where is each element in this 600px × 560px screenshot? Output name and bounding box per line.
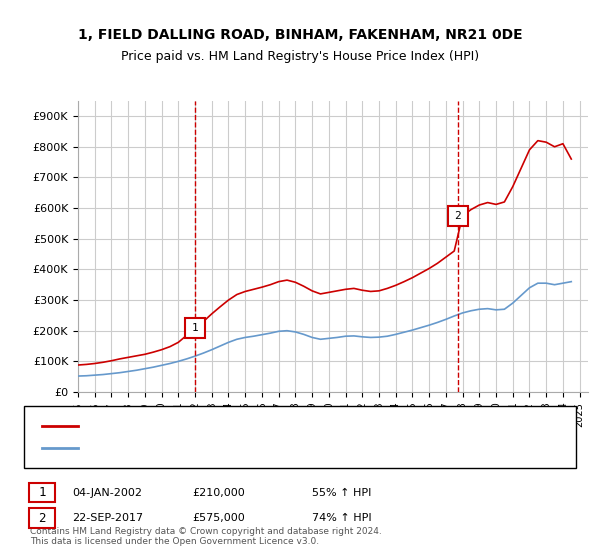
Text: HPI: Average price, detached house, North Norfolk: HPI: Average price, detached house, Nort…: [90, 443, 353, 453]
Text: 22-SEP-2017: 22-SEP-2017: [72, 513, 143, 523]
Text: 2: 2: [38, 511, 46, 525]
Text: Price paid vs. HM Land Registry's House Price Index (HPI): Price paid vs. HM Land Registry's House …: [121, 50, 479, 63]
Text: 55% ↑ HPI: 55% ↑ HPI: [312, 488, 371, 498]
Text: 74% ↑ HPI: 74% ↑ HPI: [312, 513, 371, 523]
Text: £575,000: £575,000: [192, 513, 245, 523]
Text: 1: 1: [192, 323, 199, 333]
Text: 1: 1: [38, 486, 46, 500]
Text: 1, FIELD DALLING ROAD, BINHAM, FAKENHAM, NR21 0DE: 1, FIELD DALLING ROAD, BINHAM, FAKENHAM,…: [77, 28, 523, 42]
Text: 2: 2: [455, 211, 461, 221]
Text: £210,000: £210,000: [192, 488, 245, 498]
Text: 04-JAN-2002: 04-JAN-2002: [72, 488, 142, 498]
Text: Contains HM Land Registry data © Crown copyright and database right 2024.
This d: Contains HM Land Registry data © Crown c…: [30, 526, 382, 546]
Text: 1, FIELD DALLING ROAD, BINHAM, FAKENHAM, NR21 0DE (detached house): 1, FIELD DALLING ROAD, BINHAM, FAKENHAM,…: [90, 421, 480, 431]
